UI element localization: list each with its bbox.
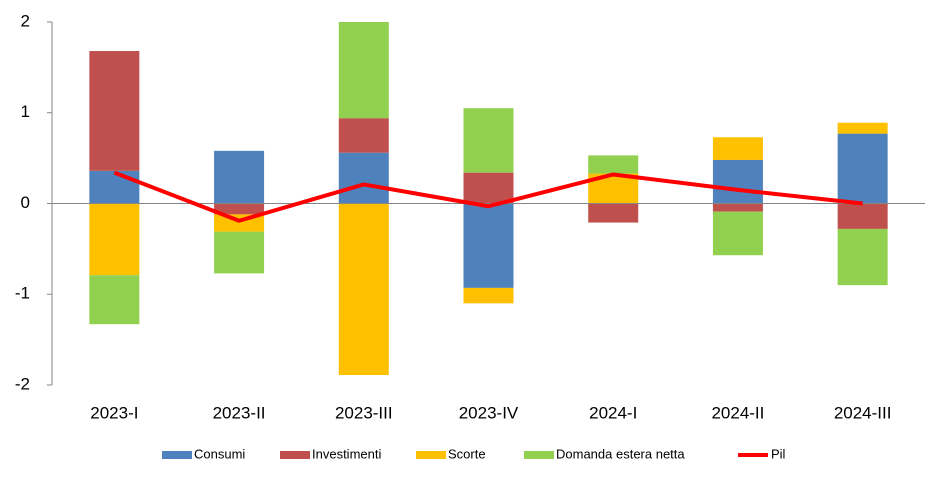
legend-label: Scorte xyxy=(448,446,486,461)
legend-label: Investimenti xyxy=(312,446,381,461)
bar-segment xyxy=(463,203,514,288)
bar-segment xyxy=(463,172,514,204)
legend-swatch xyxy=(416,451,446,459)
x-tick-label: 2024-I xyxy=(589,403,637,422)
legend-swatch xyxy=(524,451,554,459)
bar-segment xyxy=(837,133,888,204)
bar-segment xyxy=(712,159,763,204)
y-tick-label: 1 xyxy=(21,102,30,121)
x-tick-label: 2023-II xyxy=(213,403,266,422)
bar-segment xyxy=(89,275,140,325)
bar-segment xyxy=(837,122,888,134)
bar-segment xyxy=(338,118,389,153)
bar-segment xyxy=(588,155,639,174)
bar-segment xyxy=(463,287,514,304)
legend-swatch xyxy=(162,451,192,459)
x-tick-label: 2023-III xyxy=(335,403,393,422)
legend-label: Domanda estera netta xyxy=(556,446,685,461)
bar-segment xyxy=(712,211,763,256)
bar-segment xyxy=(89,170,140,204)
bar-segment xyxy=(837,203,888,229)
x-tick-label: 2023-IV xyxy=(459,403,519,422)
legend-swatch xyxy=(280,451,310,459)
y-tick-label: -1 xyxy=(15,284,30,303)
y-tick-label: 2 xyxy=(21,11,30,30)
bar-segment xyxy=(214,231,265,274)
x-tick-label: 2024-III xyxy=(834,403,892,422)
bar-segment xyxy=(712,203,763,212)
bar-segment xyxy=(338,22,389,119)
y-tick-label: 0 xyxy=(21,193,30,212)
bar-segment xyxy=(338,203,389,376)
bar-segment xyxy=(338,152,389,204)
bar-segment xyxy=(89,51,140,171)
x-tick-label: 2023-I xyxy=(90,403,138,422)
bar-segment xyxy=(214,203,265,215)
bar-segment xyxy=(712,137,763,160)
bar-segment xyxy=(214,150,265,204)
pil-line xyxy=(113,170,863,223)
bar-segment xyxy=(89,203,140,276)
y-tick-label: -2 xyxy=(15,374,30,393)
legend-label: Consumi xyxy=(194,446,245,461)
x-tick-label: 2024-II xyxy=(711,403,764,422)
bar-segment xyxy=(837,228,888,286)
bar-segment xyxy=(588,203,639,223)
legend-label: Pil xyxy=(771,446,786,461)
bar-segment xyxy=(463,108,514,173)
